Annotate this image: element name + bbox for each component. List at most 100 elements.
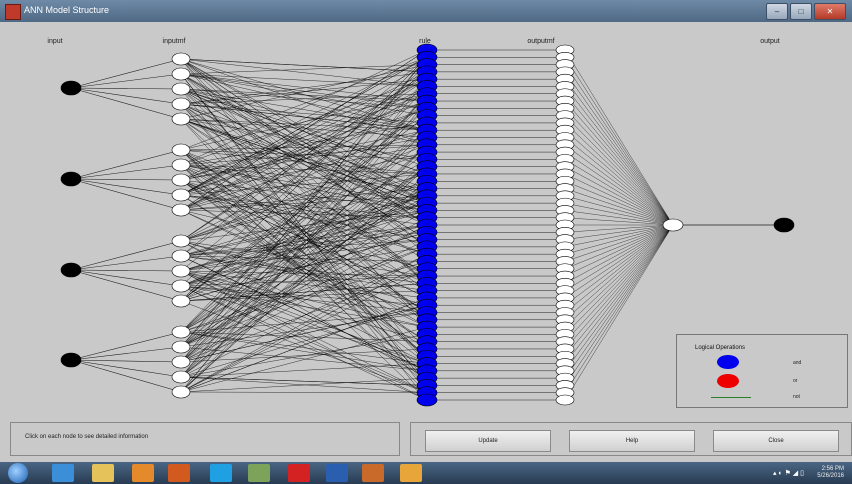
connection-line [180, 270, 428, 364]
connection-line [180, 312, 428, 333]
input-mf-node[interactable] [171, 340, 191, 354]
input-mf-node[interactable] [171, 325, 191, 339]
connection-line [70, 164, 182, 180]
connection-line [180, 79, 428, 378]
input-mf-node[interactable] [171, 173, 191, 187]
not-swatch [711, 397, 751, 398]
connection-line [180, 93, 428, 211]
paint-icon[interactable] [400, 464, 422, 482]
input-mf-node[interactable] [171, 52, 191, 66]
matlab-icon[interactable] [362, 464, 384, 482]
connection-line [180, 58, 428, 73]
connection-line [180, 149, 428, 175]
connection-line [180, 179, 428, 299]
input-mf-node[interactable] [171, 294, 191, 308]
input-mf-node[interactable] [171, 97, 191, 111]
connection-line [180, 64, 428, 120]
maximize-button[interactable]: □ [790, 3, 812, 20]
input-node[interactable] [60, 80, 82, 96]
help-button[interactable]: Help [569, 430, 695, 452]
connection-line [564, 224, 674, 357]
skype-icon[interactable] [210, 464, 232, 482]
connection-line [180, 210, 428, 272]
input-node[interactable] [60, 352, 82, 368]
input-mf-node[interactable] [171, 385, 191, 399]
connection-line [180, 270, 428, 299]
connection-line [564, 137, 674, 226]
connection-lines [70, 49, 784, 401]
connection-line [180, 137, 428, 181]
explorer-icon[interactable] [92, 464, 114, 482]
connection-line [180, 149, 428, 248]
aggregate-node[interactable] [662, 218, 684, 232]
connection-line [564, 224, 674, 335]
input-mf-node[interactable] [171, 355, 191, 369]
network-nodes [60, 43, 795, 407]
input-mf-node[interactable] [171, 143, 191, 157]
connection-line [180, 188, 428, 211]
connection-line [180, 179, 428, 211]
inputmf-layer-label: inputmf [162, 38, 186, 45]
clock-time: 2:56 PM [821, 466, 844, 472]
connection-line [180, 166, 428, 393]
connection-line [564, 166, 674, 226]
connection-line [180, 88, 428, 284]
connection-line [180, 159, 428, 302]
system-tray-icons[interactable]: ▴ ◐ ⚑ ◢ ▯ [772, 470, 804, 477]
connection-line [180, 304, 428, 378]
connection-line [564, 79, 674, 226]
input-mf-node[interactable] [171, 279, 191, 293]
connection-line [564, 224, 674, 269]
connection-line [180, 115, 428, 302]
connection-line [564, 159, 674, 226]
firefox-icon[interactable] [168, 464, 190, 482]
input-mf-node[interactable] [171, 67, 191, 81]
connection-line [180, 88, 428, 131]
connection-line [180, 181, 428, 257]
input-mf-node[interactable] [171, 234, 191, 248]
input-mf-node[interactable] [171, 158, 191, 172]
close-button[interactable]: Close [713, 430, 839, 452]
connection-line [70, 359, 182, 393]
network-icon[interactable] [248, 464, 270, 482]
status-panel: Click on each node to see detailed infor… [10, 422, 400, 456]
input-mf-node[interactable] [171, 112, 191, 126]
connection-line [180, 118, 428, 160]
word-icon[interactable] [326, 464, 348, 482]
input-mf-node[interactable] [171, 203, 191, 217]
output-node[interactable] [773, 217, 795, 233]
minimize-button[interactable]: – [766, 3, 788, 20]
connection-line [180, 290, 428, 302]
input-node[interactable] [60, 262, 82, 278]
input-mf-node[interactable] [171, 249, 191, 263]
connection-line [564, 210, 674, 226]
connection-line [180, 57, 428, 196]
media-player-icon[interactable] [132, 464, 154, 482]
close-window-button[interactable]: ✕ [814, 3, 846, 20]
connection-line [180, 194, 428, 240]
connection-line [180, 118, 428, 204]
ie-icon[interactable] [52, 464, 74, 482]
input-node[interactable] [60, 171, 82, 187]
connection-line [564, 202, 674, 226]
rule-node[interactable] [416, 393, 438, 407]
clock[interactable]: 2:56 PM 5/26/2016 [817, 466, 844, 480]
connection-line [70, 269, 182, 287]
connection-line [70, 149, 182, 180]
connection-line [180, 73, 428, 87]
windows-start-icon[interactable] [8, 463, 28, 483]
connection-line [70, 331, 182, 361]
network-diagram [60, 43, 795, 407]
connection-line [564, 144, 674, 226]
update-button[interactable]: Update [425, 430, 551, 452]
input-mf-node[interactable] [171, 188, 191, 202]
acrobat-icon[interactable] [288, 464, 310, 482]
input-mf-node[interactable] [171, 264, 191, 278]
connection-line [180, 304, 428, 363]
input-mf-node[interactable] [171, 370, 191, 384]
input-mf-node[interactable] [171, 82, 191, 96]
connection-line [180, 166, 428, 348]
connection-line [180, 334, 428, 378]
output-mf-node[interactable] [555, 394, 575, 406]
connection-line [180, 240, 428, 313]
